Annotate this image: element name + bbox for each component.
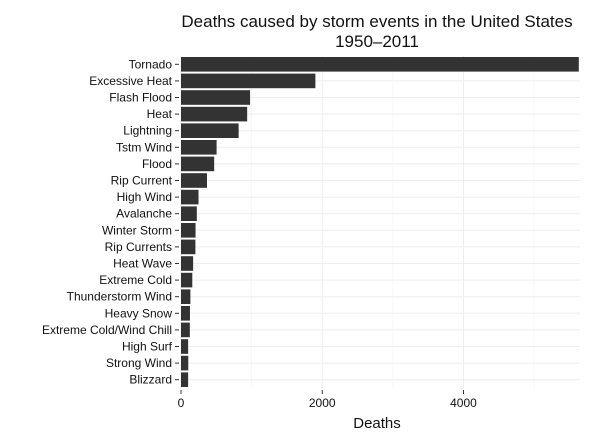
y-tick-label: Tstm Wind	[116, 140, 172, 154]
y-tick-label: High Surf	[122, 340, 173, 354]
bar-extreme-cold-wind-chill	[181, 322, 190, 338]
x-tick-label: 2000	[309, 396, 336, 410]
bar-avalanche	[181, 206, 197, 222]
y-tick-label: Heat Wave	[113, 257, 172, 271]
bar-excessive-heat	[181, 73, 316, 89]
bar-high-wind	[181, 189, 199, 205]
bar-heat-wave	[181, 256, 194, 271]
gridlines	[180, 56, 580, 388]
y-tick-label: Winter Storm	[102, 223, 172, 237]
y-tick-label: Extreme Cold	[99, 273, 172, 287]
bar-winter-storm	[181, 222, 196, 238]
y-tick-label: Tornado	[129, 57, 173, 71]
y-tick-label: Heavy Snow	[105, 306, 173, 320]
y-axis: Tornado Excessive Heat Flash Flood Heat Ligh…	[42, 57, 179, 387]
chart-title: Deaths caused by storm events in the Uni…	[181, 12, 572, 31]
bars	[181, 56, 579, 388]
chart-subtitle: 1950–2011	[335, 32, 419, 51]
bar-thunderstorm-wind	[181, 289, 191, 305]
bar-extreme-cold	[181, 272, 193, 288]
bar-flash-flood	[181, 90, 251, 105]
x-axis: 0 2000 4000	[178, 390, 477, 410]
x-tick-label: 0	[178, 396, 185, 410]
bar-lightning	[181, 123, 239, 139]
y-tick-label: Excessive Heat	[89, 74, 172, 88]
x-tick-label: 4000	[450, 396, 477, 410]
y-tick-label: Flood	[142, 157, 172, 171]
y-tick-label: Thunderstorm Wind	[67, 290, 172, 304]
bar-strong-wind	[181, 355, 189, 371]
bar-heat	[181, 106, 248, 122]
y-tick-label: Flash Flood	[109, 91, 172, 105]
bar-flood	[181, 156, 215, 172]
x-axis-title: Deaths	[353, 415, 401, 432]
y-tick-label: Lightning	[123, 124, 172, 138]
bar-blizzard	[181, 372, 189, 388]
y-tick-label: High Wind	[117, 190, 172, 204]
y-tick-label: Rip Current	[111, 174, 173, 188]
bar-tornado	[181, 56, 579, 72]
bar-rip-current	[181, 173, 207, 188]
bar-rip-currents	[181, 239, 196, 255]
y-tick-label: Blizzard	[129, 373, 172, 387]
bar-tstm-wind	[181, 139, 217, 155]
bar-heavy-snow	[181, 305, 190, 321]
y-tick-label: Heat	[147, 107, 173, 121]
bar-high-surf	[181, 339, 189, 354]
y-tick-label: Strong Wind	[106, 356, 172, 370]
y-tick-label: Avalanche	[116, 207, 172, 221]
y-tick-label: Rip Currents	[105, 240, 172, 254]
y-tick-label: Extreme Cold/Wind Chill	[42, 323, 172, 337]
